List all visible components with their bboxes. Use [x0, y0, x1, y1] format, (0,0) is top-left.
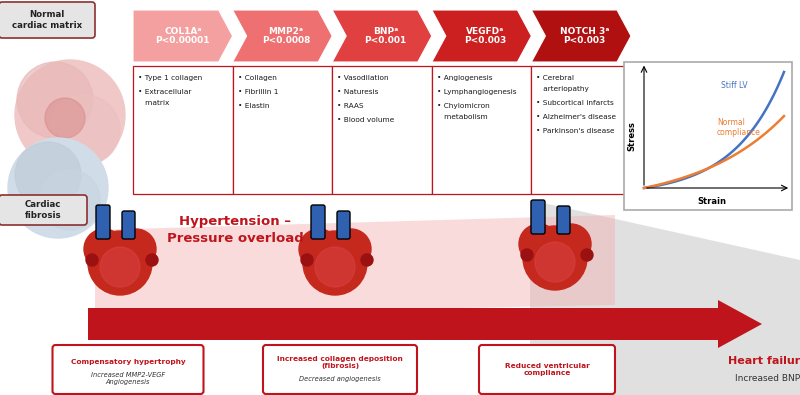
Text: metabolism: metabolism [437, 114, 487, 120]
Text: Cardiac
fibrosis: Cardiac fibrosis [25, 200, 62, 220]
Text: Stress: Stress [627, 121, 637, 151]
Polygon shape [233, 10, 332, 62]
FancyBboxPatch shape [53, 345, 203, 394]
Circle shape [146, 254, 158, 266]
Text: • Blood volume: • Blood volume [338, 117, 394, 123]
FancyBboxPatch shape [531, 200, 545, 234]
Circle shape [523, 226, 587, 290]
Text: • Vasodilation: • Vasodilation [338, 75, 389, 81]
FancyBboxPatch shape [311, 205, 325, 239]
Text: matrix: matrix [138, 100, 170, 106]
Circle shape [535, 242, 575, 282]
Text: P<0.003: P<0.003 [563, 36, 606, 45]
Polygon shape [531, 10, 631, 62]
Circle shape [100, 247, 140, 287]
Text: • Extracellular: • Extracellular [138, 89, 191, 95]
Text: • Subcortical infarcts: • Subcortical infarcts [536, 100, 614, 106]
Text: Heart failure: Heart failure [728, 356, 800, 366]
Text: • Elastin: • Elastin [238, 103, 269, 109]
Circle shape [84, 229, 124, 269]
FancyBboxPatch shape [479, 345, 615, 394]
Text: • Parkinson's disease: • Parkinson's disease [536, 128, 615, 134]
Circle shape [17, 62, 93, 138]
Text: • Cerebral: • Cerebral [536, 75, 574, 81]
Text: • Lymphangiogenesis: • Lymphangiogenesis [437, 89, 516, 95]
Text: • Alzheimer's disease: • Alzheimer's disease [536, 114, 616, 120]
Text: • Type 1 collagen: • Type 1 collagen [138, 75, 202, 81]
Text: • Angiogenesis: • Angiogenesis [437, 75, 492, 81]
Text: Normal
cardiac matrix: Normal cardiac matrix [12, 10, 82, 30]
Circle shape [45, 98, 85, 138]
FancyBboxPatch shape [0, 2, 95, 38]
Text: BNPᵃ: BNPᵃ [373, 27, 398, 36]
Text: • Fibrillin 1: • Fibrillin 1 [238, 89, 278, 95]
Text: Compensatory hypertrophy: Compensatory hypertrophy [70, 359, 186, 365]
Circle shape [331, 229, 371, 269]
Text: Increased collagen deposition
(fibrosis): Increased collagen deposition (fibrosis) [277, 356, 403, 369]
Circle shape [361, 254, 373, 266]
Polygon shape [530, 200, 800, 395]
Circle shape [581, 249, 593, 261]
Circle shape [299, 229, 339, 269]
Text: Decreased angiogenesis: Decreased angiogenesis [299, 376, 381, 382]
Circle shape [15, 142, 81, 208]
Text: MMP2ᵃ: MMP2ᵃ [268, 27, 303, 36]
FancyBboxPatch shape [122, 211, 135, 239]
Circle shape [551, 224, 591, 264]
Text: Hypertension –
Pressure overload: Hypertension – Pressure overload [166, 215, 303, 245]
Circle shape [88, 231, 152, 295]
Polygon shape [88, 300, 762, 348]
FancyBboxPatch shape [233, 66, 332, 194]
Text: P<0.003: P<0.003 [464, 36, 506, 45]
Circle shape [8, 138, 108, 238]
Text: COL1Aᵃ: COL1Aᵃ [164, 27, 202, 36]
Text: arteriopathy: arteriopathy [536, 86, 590, 92]
FancyBboxPatch shape [263, 345, 417, 394]
Text: Normal
compliance: Normal compliance [717, 118, 761, 137]
FancyBboxPatch shape [332, 66, 432, 194]
Text: • Naturesis: • Naturesis [338, 89, 378, 95]
Circle shape [86, 254, 98, 266]
FancyBboxPatch shape [96, 205, 110, 239]
FancyBboxPatch shape [531, 66, 631, 194]
Text: • Chylomicron: • Chylomicron [437, 103, 490, 109]
Text: VEGFDᵃ: VEGFDᵃ [466, 27, 504, 36]
Circle shape [303, 231, 367, 295]
Text: • RAAS: • RAAS [338, 103, 364, 109]
FancyBboxPatch shape [624, 62, 792, 210]
Circle shape [15, 60, 125, 170]
Text: Stiff LV: Stiff LV [721, 81, 748, 90]
Polygon shape [133, 10, 233, 62]
Text: P<0.0008: P<0.0008 [262, 36, 310, 45]
Text: Strain: Strain [698, 198, 726, 207]
FancyBboxPatch shape [557, 206, 570, 234]
FancyBboxPatch shape [0, 195, 87, 225]
Polygon shape [432, 10, 531, 62]
Circle shape [519, 224, 559, 264]
Circle shape [301, 254, 313, 266]
Polygon shape [95, 215, 615, 315]
Polygon shape [332, 10, 432, 62]
Text: P<0.001: P<0.001 [364, 36, 406, 45]
Text: Increased MMP2-VEGF
Angiogenesis: Increased MMP2-VEGF Angiogenesis [91, 372, 165, 386]
Text: Reduced ventricular
compliance: Reduced ventricular compliance [505, 363, 590, 376]
Text: Increased BNP: Increased BNP [735, 374, 800, 384]
Circle shape [315, 247, 355, 287]
Circle shape [521, 249, 533, 261]
Circle shape [116, 229, 156, 269]
Text: • Collagen: • Collagen [238, 75, 277, 81]
FancyBboxPatch shape [133, 66, 233, 194]
Circle shape [50, 95, 120, 165]
FancyBboxPatch shape [432, 66, 531, 194]
Text: NOTCH 3ᵃ: NOTCH 3ᵃ [560, 27, 610, 36]
Text: P<0.00001: P<0.00001 [155, 36, 210, 45]
FancyBboxPatch shape [337, 211, 350, 239]
Circle shape [40, 170, 100, 230]
